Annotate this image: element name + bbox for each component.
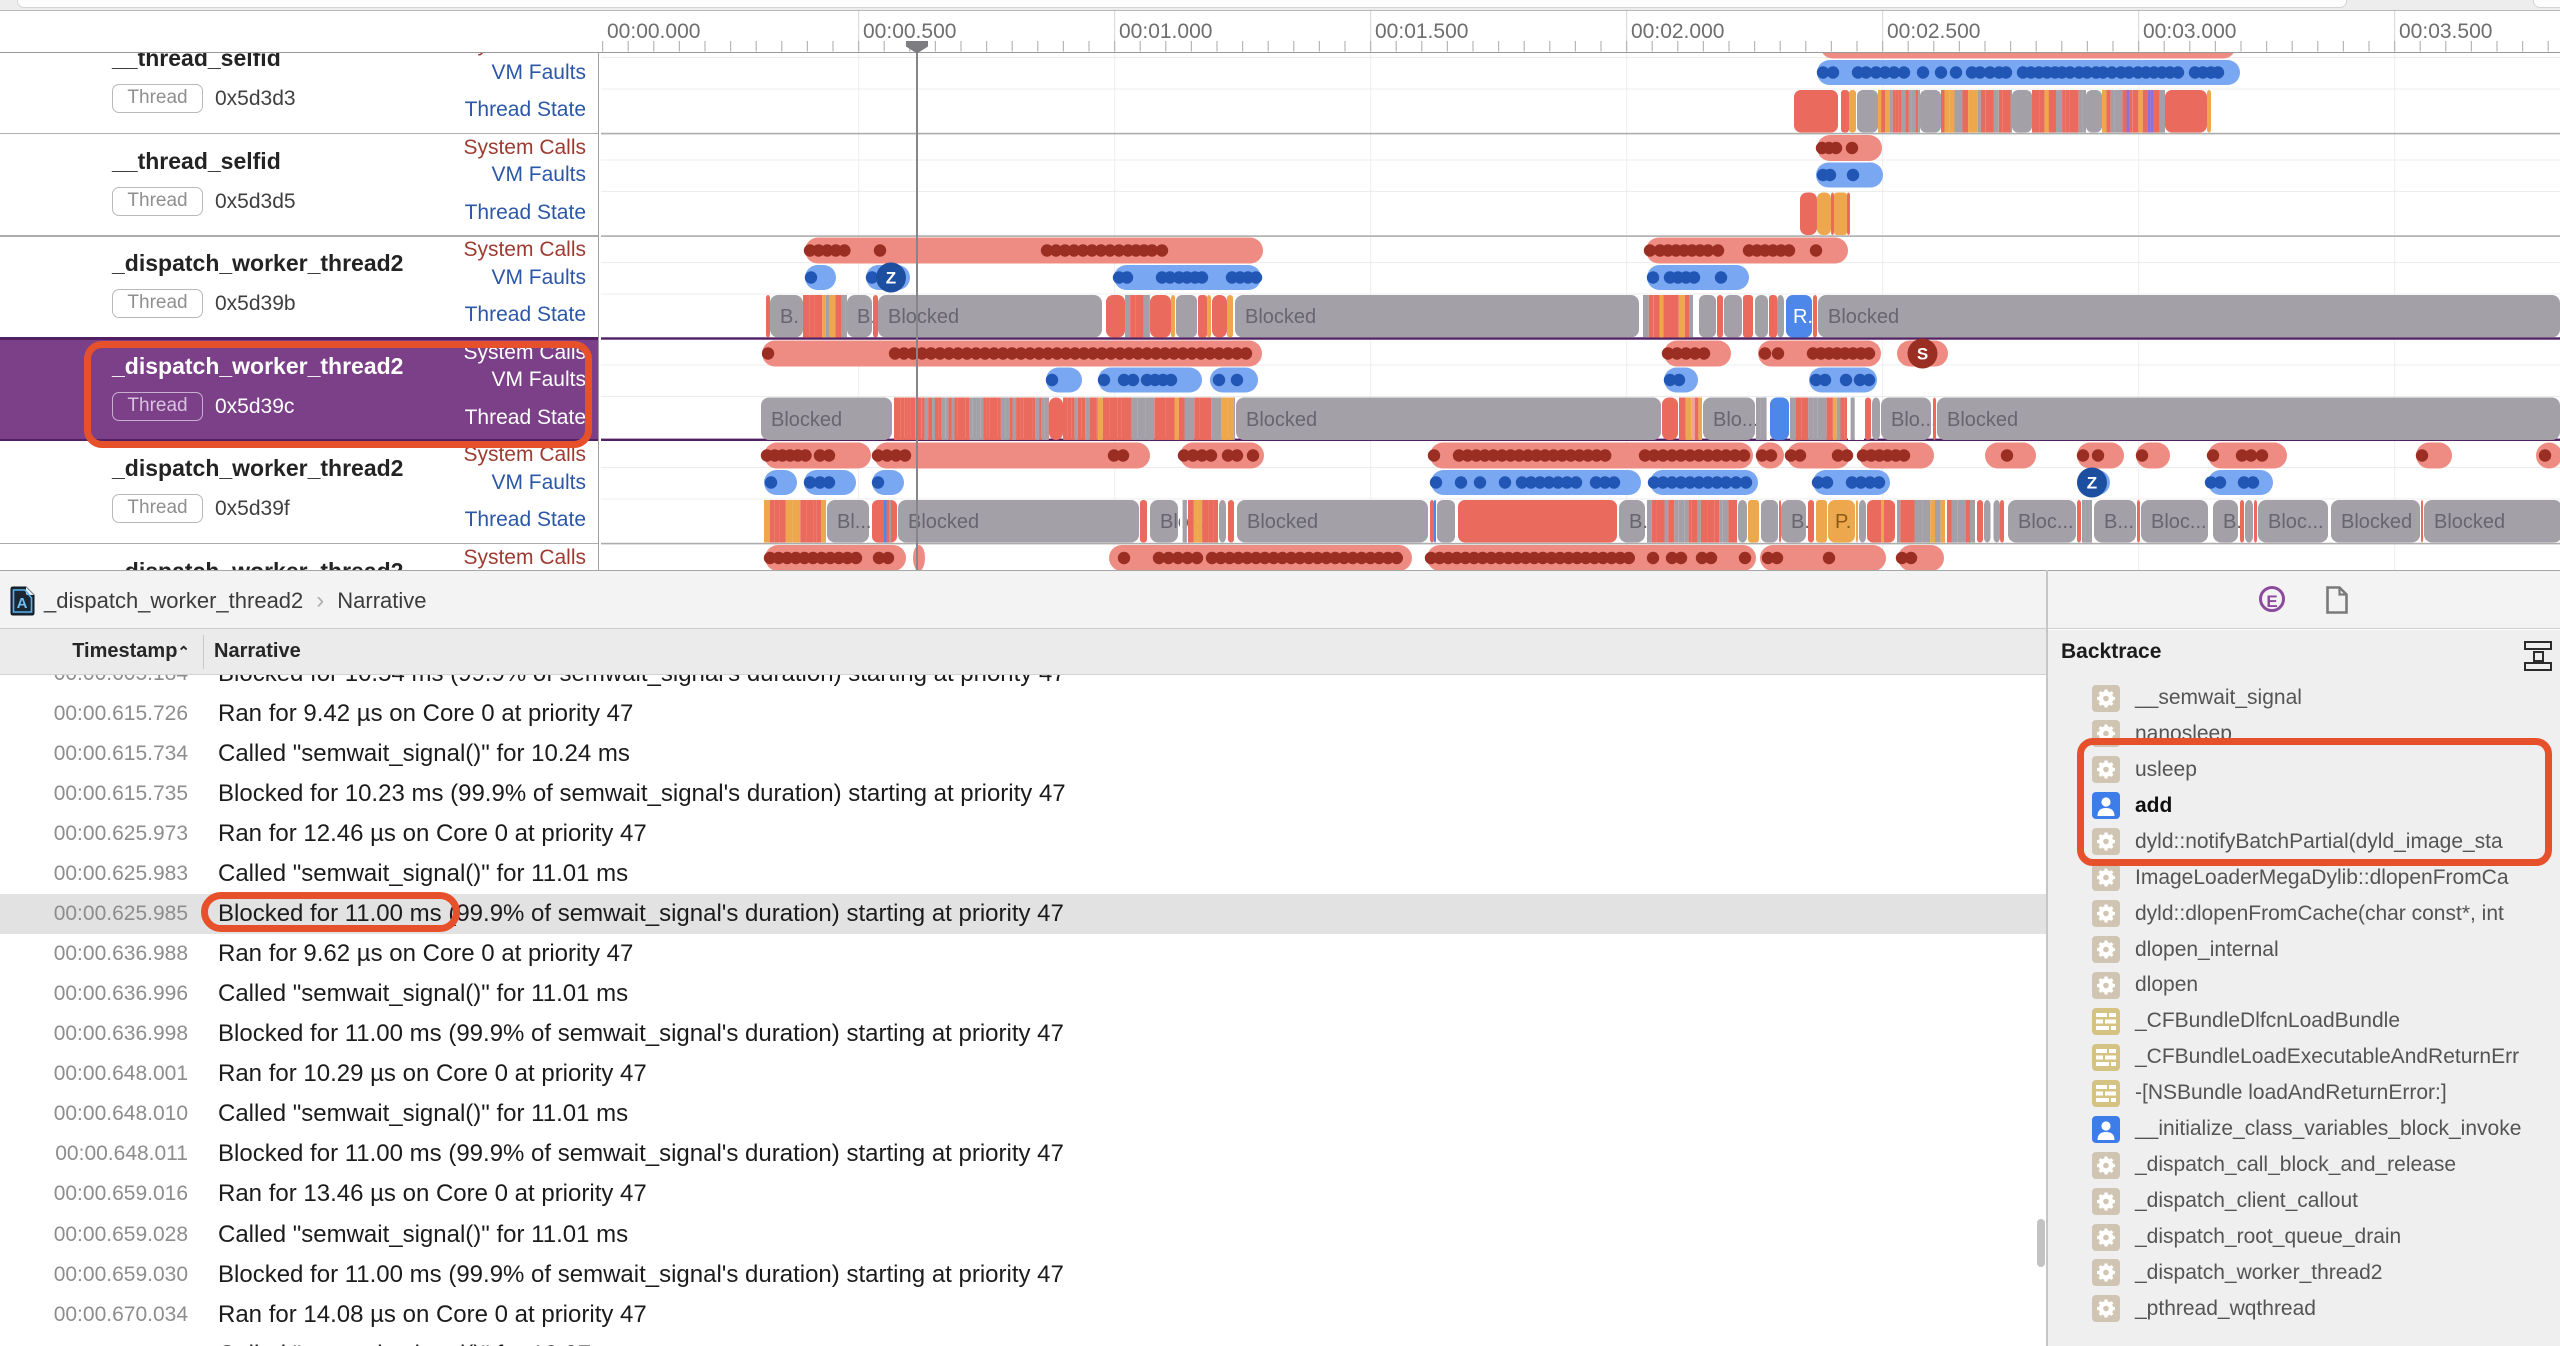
svg-text:Blocked: Blocked (2341, 511, 2412, 533)
svg-text:Blocked: Blocked (1246, 409, 1317, 431)
svg-text:B.: B. (1791, 511, 1810, 533)
svg-text:Blocked: Blocked (1947, 409, 2018, 431)
svg-text:00:03.000: 00:03.000 (2143, 20, 2236, 43)
svg-text:Blocked: Blocked (2434, 511, 2505, 533)
svg-text:Blocked: Blocked (888, 306, 959, 328)
svg-text:Bloc...: Bloc... (2151, 511, 2207, 533)
svg-text:Bloc...: Bloc... (2268, 511, 2324, 533)
svg-text:00:01.500: 00:01.500 (1375, 20, 1468, 43)
svg-text:00:01.000: 00:01.000 (1119, 20, 1212, 43)
svg-text:00:03.500: 00:03.500 (2399, 20, 2492, 43)
svg-text:00:02.000: 00:02.000 (1631, 20, 1724, 43)
svg-text:Z: Z (886, 269, 896, 288)
svg-text:Blocked: Blocked (908, 511, 979, 533)
svg-text:Z: Z (2087, 474, 2097, 493)
svg-text:Blo...: Blo... (1891, 409, 1937, 431)
svg-text:Bl...: Bl... (837, 511, 871, 533)
svg-text:B.: B. (2223, 511, 2242, 533)
svg-text:Blocked: Blocked (1828, 306, 1899, 328)
svg-text:B.: B. (780, 306, 799, 328)
svg-text:00:00.000: 00:00.000 (607, 20, 700, 43)
svg-text:A: A (17, 595, 28, 612)
svg-text:R.: R. (1793, 306, 1813, 328)
svg-text:B.: B. (857, 306, 876, 328)
svg-text:Blocked: Blocked (771, 409, 842, 431)
svg-text:00:00.500: 00:00.500 (863, 20, 956, 43)
svg-text:Blocked: Blocked (1247, 511, 1318, 533)
svg-text:00:02.500: 00:02.500 (1887, 20, 1980, 43)
svg-text:Blo...: Blo... (1713, 409, 1759, 431)
svg-text:B...: B... (2104, 511, 2134, 533)
svg-text:Blocked: Blocked (1245, 306, 1316, 328)
svg-text:B.: B. (1629, 511, 1648, 533)
svg-text:S: S (1917, 345, 1928, 364)
svg-text:Bloc...: Bloc... (2018, 511, 2074, 533)
svg-text:P.: P. (1835, 511, 1851, 533)
